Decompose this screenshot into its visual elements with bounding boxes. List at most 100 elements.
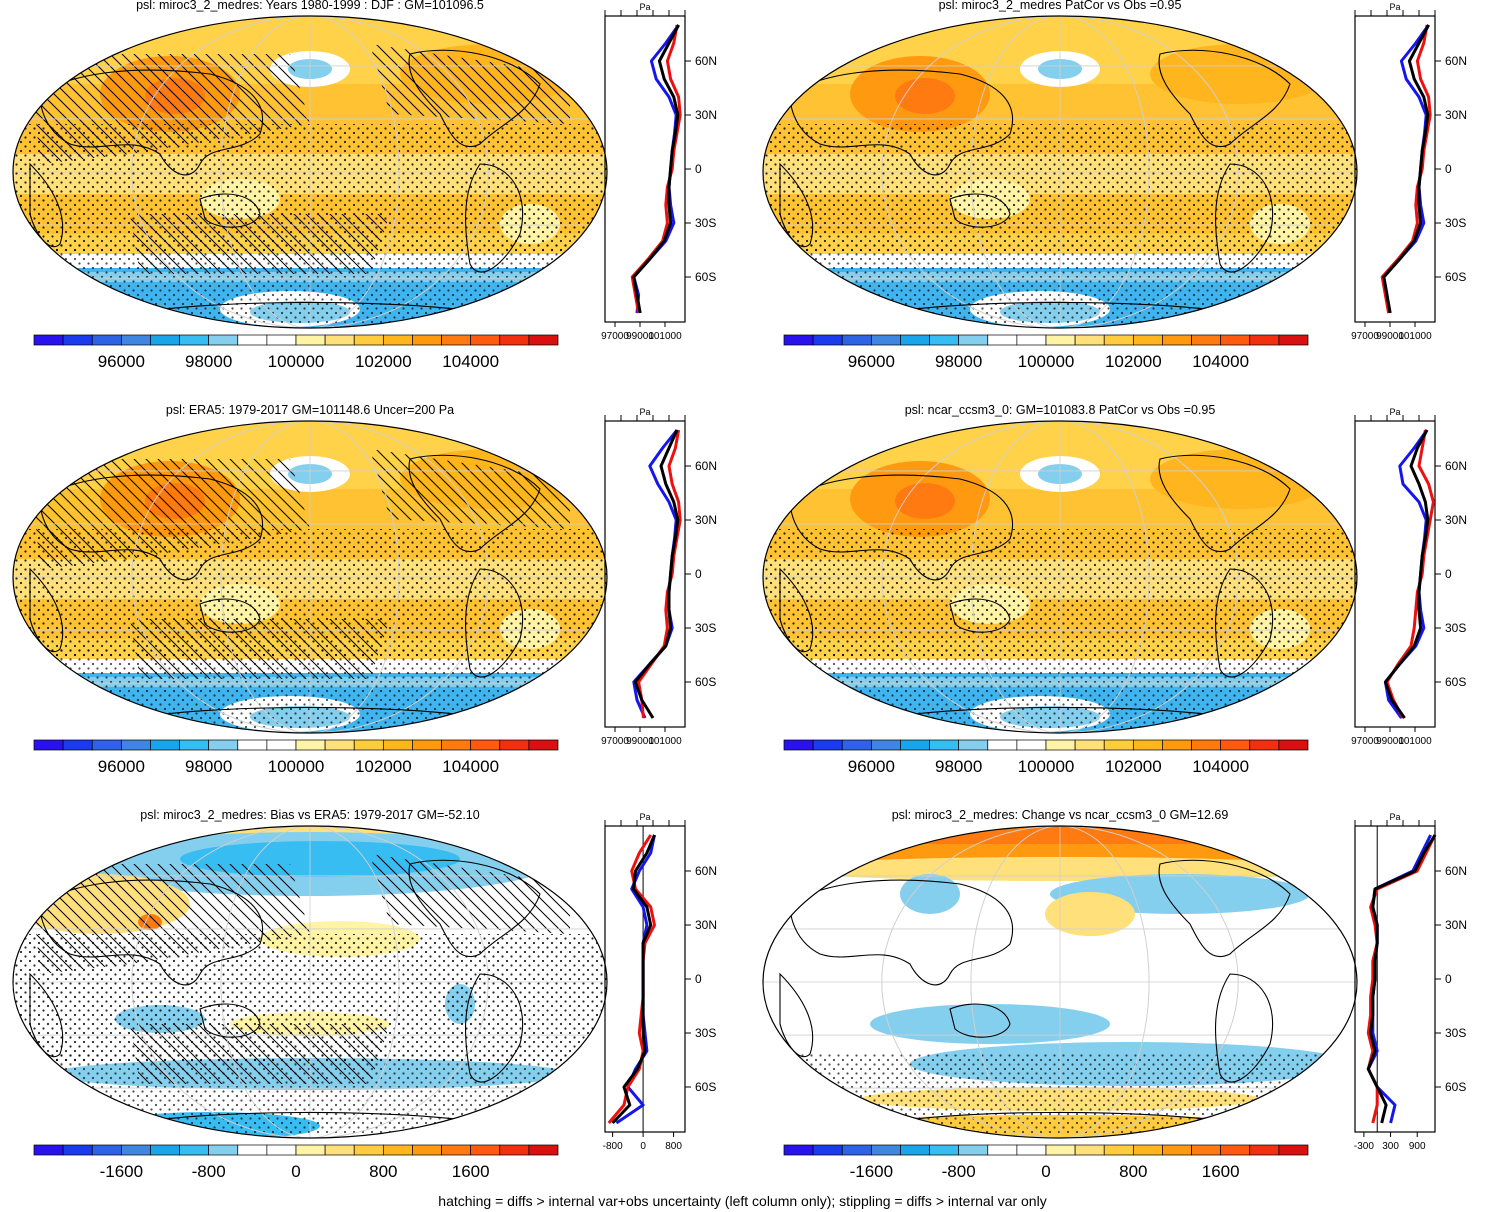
- colorbar-swatch: [1191, 334, 1222, 346]
- colorbar-label: 96000: [848, 352, 895, 371]
- profile-lat-label: 0: [1445, 162, 1452, 176]
- colorbar-swatch: [1162, 739, 1192, 751]
- colorbar-label: 104000: [442, 352, 499, 371]
- colorbar-swatch: [1045, 739, 1076, 751]
- profile-frame: [1354, 825, 1436, 1133]
- profile-lat-label: 30S: [1445, 1026, 1466, 1040]
- colorbar-swatch: [150, 739, 180, 751]
- profile-x-label: 800: [665, 1141, 682, 1152]
- profile-x-label: 97000: [601, 331, 629, 342]
- colorbar-swatch: [499, 1144, 530, 1156]
- colorbar-swatch: [1103, 334, 1134, 346]
- colorbar-swatch: [1045, 334, 1076, 346]
- colorbar-swatch: [33, 739, 64, 751]
- profile-lat-label: 30N: [1445, 918, 1467, 932]
- colorbar-swatch: [237, 739, 268, 751]
- colorbar-swatch: [841, 334, 872, 346]
- profile-x-label: 97000: [1351, 331, 1379, 342]
- colorbar-swatch: [441, 1144, 472, 1156]
- colorbar-swatch: [929, 739, 960, 751]
- profile-x-label: -300: [1354, 1141, 1374, 1152]
- colorbar-swatch: [841, 739, 872, 751]
- colorbar-swatch: [150, 1144, 180, 1156]
- profile-line-black: [1383, 429, 1430, 719]
- zonal-profile: Pa -300 300 900 0 30N 60N 30S 60S: [1354, 812, 1467, 1152]
- profile-lat-label: 60S: [695, 675, 716, 689]
- colorbar-label: 100000: [268, 352, 325, 371]
- colorbar-swatch: [929, 334, 960, 346]
- colorbar-label: 104000: [1192, 757, 1249, 776]
- colorbar-label: 98000: [935, 352, 982, 371]
- profile-line-black: [633, 429, 680, 719]
- colorbar-swatch: [353, 1144, 384, 1156]
- colorbar-label: 0: [1041, 1162, 1050, 1181]
- panel-1: psl: miroc3_2_medres: Years 1980-1999 : …: [10, 0, 755, 400]
- map: [12, 420, 608, 734]
- colorbar-swatch: [958, 334, 989, 346]
- colorbar-swatch: [62, 334, 93, 346]
- panel-title: psl: ERA5: 1979-2017 GM=101148.6 Uncer=2…: [165, 403, 455, 417]
- profile-x-label: 97000: [1351, 736, 1379, 747]
- colorbar-swatch: [987, 739, 1018, 751]
- colorbar-swatch: [412, 739, 442, 751]
- colorbar-swatch: [870, 334, 901, 346]
- profile-lat-label: 60S: [695, 270, 716, 284]
- colorbar-swatch: [208, 739, 239, 751]
- profile-lat-label: 30S: [695, 216, 716, 230]
- colorbar-label: 800: [369, 1162, 397, 1181]
- colorbar-swatch: [1249, 334, 1280, 346]
- profile-unit: Pa: [1389, 812, 1400, 822]
- panel-title: psl: miroc3_2_medres PatCor vs Obs =0.95: [938, 0, 1182, 12]
- colorbar-swatch: [150, 334, 180, 346]
- colorbar-swatch: [324, 739, 355, 751]
- colorbar-swatch: [1103, 1144, 1134, 1156]
- profile-x-label: 101000: [1398, 736, 1432, 747]
- colorbar-swatch: [987, 1144, 1018, 1156]
- colorbar-swatch: [120, 1144, 151, 1156]
- colorbar-swatch: [812, 739, 843, 751]
- panel-6: psl: miroc3_2_medres: Change vs ncar_ccs…: [760, 808, 1485, 1210]
- colorbar-swatch: [1278, 334, 1309, 346]
- profile-lat-label: 60S: [1445, 675, 1466, 689]
- colorbar-swatch: [441, 334, 472, 346]
- colorbar: -1600 -800 0 800 1600: [783, 1144, 1309, 1181]
- colorbar-label: 104000: [442, 757, 499, 776]
- colorbar-swatch: [1220, 1144, 1251, 1156]
- profile-x-label: 99000: [1376, 331, 1404, 342]
- profile-line-red: [637, 429, 682, 719]
- colorbar-swatch: [958, 739, 989, 751]
- profile-line-red: [1385, 429, 1435, 719]
- profile-lat-label: 0: [1445, 567, 1452, 581]
- colorbar-swatch: [179, 334, 210, 346]
- profile-lat-label: 30N: [695, 918, 717, 932]
- profile-lat-label: 30S: [695, 1026, 716, 1040]
- colorbar-label: 96000: [848, 757, 895, 776]
- colorbar-swatch: [1162, 334, 1192, 346]
- colorbar-swatch: [1016, 739, 1047, 751]
- profile-line-black: [1382, 24, 1430, 314]
- colorbar-swatch: [353, 739, 384, 751]
- colorbar-swatch: [870, 1144, 901, 1156]
- colorbar-swatch: [237, 1144, 268, 1156]
- profile-lat-label: 30N: [1445, 513, 1467, 527]
- colorbar-swatch: [528, 334, 559, 346]
- colorbar-label: 104000: [1192, 352, 1249, 371]
- colorbar-swatch: [208, 1144, 239, 1156]
- panel-2: psl: miroc3_2_medres PatCor vs Obs =0.95…: [760, 0, 1485, 400]
- profile-lat-label: 60N: [695, 864, 717, 878]
- colorbar-swatch: [470, 334, 501, 346]
- profile-lat-label: 60N: [695, 54, 717, 68]
- colorbar: -1600 -800 0 800 1600: [33, 1144, 559, 1181]
- profile-lat-label: 0: [1445, 972, 1452, 986]
- colorbar-swatch: [91, 739, 122, 751]
- colorbar-swatch: [237, 334, 268, 346]
- colorbar-swatch: [1162, 1144, 1192, 1156]
- panel-title: psl: ncar_ccsm3_0: GM=101083.8 PatCor vs…: [904, 403, 1216, 417]
- colorbar-swatch: [1249, 1144, 1280, 1156]
- colorbar-swatch: [1103, 739, 1134, 751]
- colorbar-swatch: [382, 739, 413, 751]
- profile-lat-label: 60N: [1445, 864, 1467, 878]
- profile-unit: Pa: [639, 812, 650, 822]
